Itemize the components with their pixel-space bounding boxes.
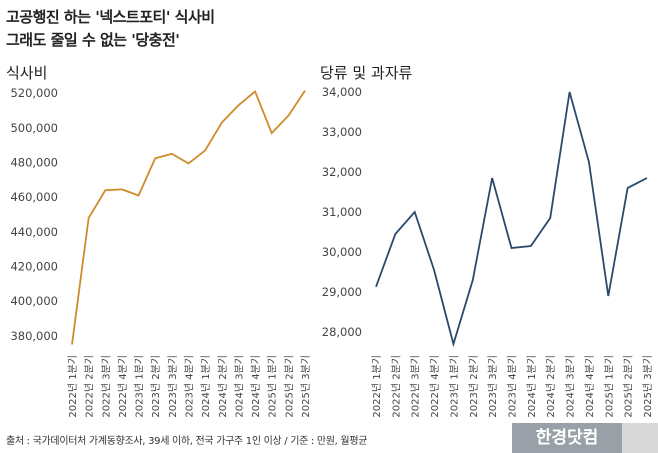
x-tick-label: 2022년 4분기: [429, 355, 441, 418]
y-tick-label: 34,000: [322, 85, 362, 99]
x-tick-label: 2022년 2분기: [390, 355, 402, 418]
x-tick-label: 2022년 4분기: [117, 355, 129, 418]
y-tick-label: 400,000: [10, 294, 58, 308]
series-line: [71, 89, 306, 345]
x-tick-label: 2024년 4분기: [584, 355, 596, 418]
x-tick-label: 2023년 1분기: [134, 355, 146, 418]
y-tick-label: 380,000: [10, 329, 58, 343]
x-tick-label: 2024년 1분기: [200, 355, 212, 418]
x-tick-label: 2023년 3분기: [167, 355, 179, 418]
logo-text: 한경닷컴: [512, 423, 622, 453]
y-tick-label: 28,000: [322, 325, 362, 339]
source-note: 출처 : 국가데이터처 가계동향조사, 39세 이하, 전국 가구주 1인 이상…: [6, 436, 368, 447]
x-tick-label: 2025년 1분기: [603, 355, 615, 418]
title-line-1: 고공행진 하는 '넥스트포티' 식사비: [6, 8, 215, 26]
y-tick-label: 32,000: [322, 165, 362, 179]
x-tick-label: 2024년 4분기: [250, 355, 262, 418]
x-tick-label: 2024년 3분기: [565, 355, 577, 418]
x-tick-label: 2022년 3분기: [410, 355, 422, 418]
x-tick-label: 2023년 1분기: [448, 355, 460, 418]
left-chart-title: 식사비: [6, 64, 48, 82]
y-tick-label: 480,000: [10, 156, 58, 170]
y-tick-label: 460,000: [10, 190, 58, 204]
x-tick-label: 2023년 2분기: [150, 355, 162, 418]
y-tick-label: 520,000: [10, 86, 58, 100]
x-tick-label: 2025년 2분기: [283, 355, 295, 418]
x-tick-label: 2022년 2분기: [84, 355, 96, 418]
x-tick-label: 2022년 1분기: [67, 355, 79, 418]
y-tick-label: 30,000: [322, 245, 362, 259]
title-line-2: 그래도 줄일 수 없는 '당충전': [6, 31, 180, 49]
x-tick-label: 2023년 4분기: [507, 355, 519, 418]
series-line: [375, 91, 648, 348]
x-tick-label: 2025년 3분기: [300, 355, 312, 418]
x-tick-label: 2023년 2분기: [468, 355, 480, 418]
x-tick-label: 2023년 3분기: [487, 355, 499, 418]
x-tick-label: 2024년 2분기: [545, 355, 557, 418]
x-tick-label: 2025년 1분기: [267, 355, 279, 418]
y-tick-label: 440,000: [10, 225, 58, 239]
x-tick-label: 2025년 2분기: [623, 355, 635, 418]
y-tick-label: 29,000: [322, 285, 362, 299]
x-tick-label: 2022년 3분기: [100, 355, 112, 418]
x-tick-label: 2024년 2분기: [217, 355, 229, 418]
x-tick-label: 2024년 1분기: [526, 355, 538, 418]
y-tick-label: 420,000: [10, 260, 58, 274]
x-tick-label: 2023년 4분기: [184, 355, 196, 418]
x-tick-label: 2024년 3분기: [233, 355, 245, 418]
right-chart-title: 당류 및 과자류: [320, 64, 413, 82]
y-tick-label: 31,000: [322, 205, 362, 219]
x-tick-label: 2025년 3분기: [642, 355, 654, 418]
y-tick-label: 500,000: [10, 121, 58, 135]
y-tick-label: 33,000: [322, 125, 362, 139]
logo: 한경닷컴: [512, 423, 658, 453]
x-tick-label: 2022년 1분기: [371, 355, 383, 418]
